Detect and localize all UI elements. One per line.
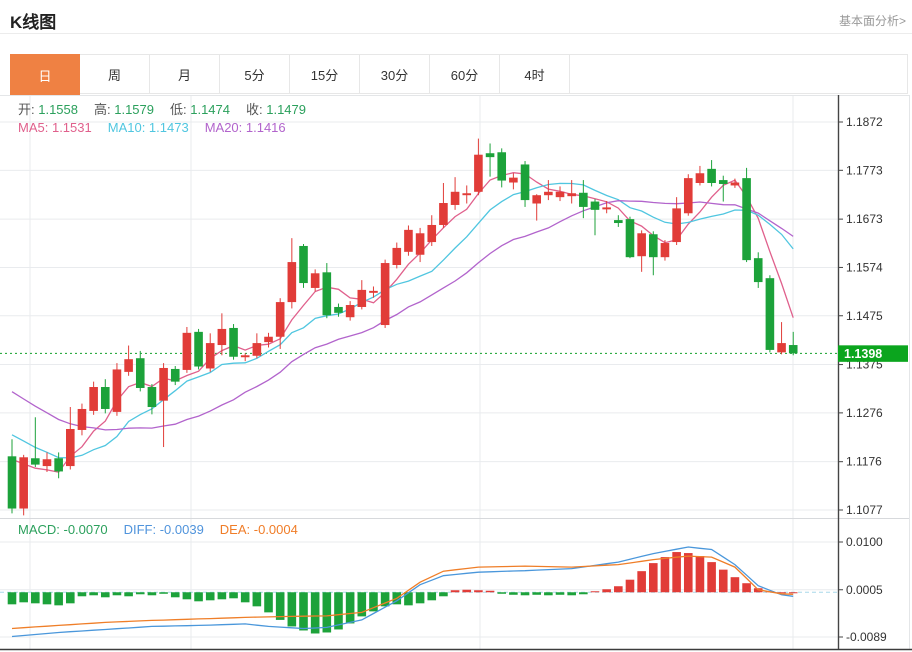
readout-item: 高: 1.1579: [94, 102, 154, 117]
svg-text:1.1077: 1.1077: [846, 503, 883, 517]
svg-text:1.1176: 1.1176: [846, 455, 882, 469]
svg-text:1.1673: 1.1673: [846, 212, 883, 226]
page-title: K线图: [10, 13, 57, 32]
readout-item: MA10: 1.1473: [107, 120, 189, 135]
svg-text:1.1574: 1.1574: [846, 260, 883, 274]
tab-6[interactable]: 60分: [430, 55, 500, 93]
timeframe-tabstrip: 日周月 5分 15分 30分 60分 4时: [10, 54, 908, 96]
readout-item: DEA: -0.0004: [219, 522, 298, 537]
tab-3[interactable]: 5分: [220, 55, 290, 93]
readout-item: 开: 1.1558: [18, 102, 78, 117]
tab-4[interactable]: 15分: [290, 55, 360, 93]
fundamental-analysis-link[interactable]: 基本面分析>: [838, 14, 906, 28]
svg-text:1.1398: 1.1398: [844, 347, 882, 361]
header-divider: [0, 33, 912, 34]
readout-item: MA5: 1.1531: [18, 120, 92, 135]
readout-item: MACD: -0.0070: [18, 522, 108, 537]
svg-text:0.0100: 0.0100: [846, 535, 883, 549]
svg-text:0.0005: 0.0005: [846, 583, 883, 597]
tab-5[interactable]: 30分: [360, 55, 430, 93]
tab-2[interactable]: 月: [150, 55, 220, 93]
readout-item: DIFF: -0.0039: [123, 522, 204, 537]
svg-text:1.1475: 1.1475: [846, 309, 883, 323]
readout-item: 收: 1.1479: [246, 102, 306, 117]
svg-text:1.1773: 1.1773: [846, 163, 883, 177]
svg-text:1.1276: 1.1276: [846, 406, 883, 420]
ma-readout: MA5: 1.1531 MA10: 1.1473 MA20: 1.1416: [18, 120, 302, 135]
svg-text:1.1872: 1.1872: [846, 115, 883, 129]
macd-readout: MACD: -0.0070 DIFF: -0.0039 DEA: -0.0004: [18, 522, 314, 537]
tab-7[interactable]: 4时: [500, 55, 570, 93]
readout-item: 低: 1.1474: [170, 102, 230, 117]
tab-0[interactable]: 日: [10, 54, 80, 96]
readout-item: MA20: 1.1416: [204, 120, 286, 135]
tab-1[interactable]: 周: [80, 55, 150, 93]
svg-text:-0.0089: -0.0089: [846, 630, 887, 644]
ohlc-readout: 开: 1.1558 高: 1.1579 低: 1.1474 收: 1.1479: [18, 99, 322, 118]
